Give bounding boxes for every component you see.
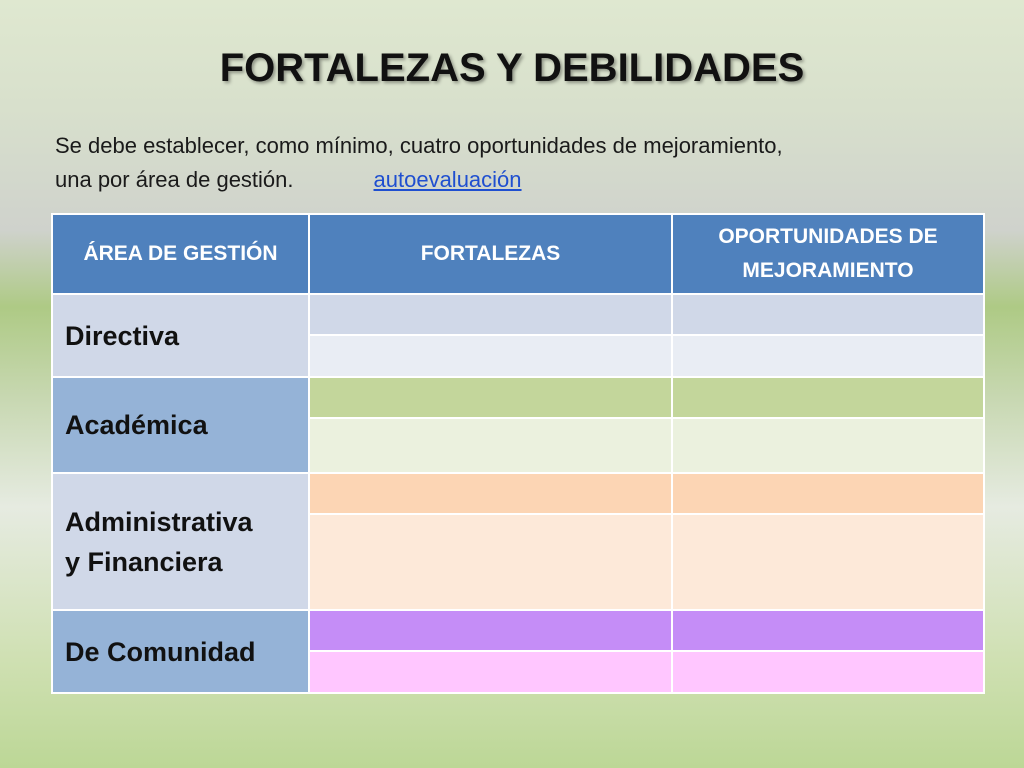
table-row [52, 334, 985, 378]
fortaleza-cell[interactable] [308, 293, 673, 336]
intro-line-2-text: una por área de gestión. [55, 167, 294, 192]
table-row [52, 417, 985, 474]
table-header-row: ÁREA DE GESTIÓN FORTALEZAS OPORTUNIDADES… [51, 213, 985, 295]
header-fortalezas: FORTALEZAS [308, 213, 673, 295]
area-label-line-2: y Financiera [65, 546, 223, 577]
header-area: ÁREA DE GESTIÓN [51, 213, 310, 295]
oportunidad-cell[interactable] [671, 376, 985, 419]
oportunidad-cell[interactable] [671, 293, 985, 336]
area-cell-directiva: Directiva [51, 293, 310, 378]
area-cell-academica: Académica [51, 376, 310, 474]
fortaleza-cell[interactable] [308, 513, 673, 611]
table-row: De Comunidad [51, 609, 985, 694]
table-row: Administrativa y Financiera [51, 472, 985, 611]
areas-table: ÁREA DE GESTIÓN FORTALEZAS OPORTUNIDADES… [51, 213, 985, 694]
oportunidad-cell[interactable] [671, 334, 985, 378]
area-cell-comunidad: De Comunidad [51, 609, 310, 694]
oportunidad-cell[interactable] [671, 650, 985, 694]
fortaleza-cell[interactable] [308, 472, 673, 515]
autoevaluacion-link[interactable]: autoevaluación [373, 167, 522, 192]
fortaleza-cell[interactable] [308, 376, 673, 419]
oportunidad-cell[interactable] [671, 513, 985, 611]
header-oportunidades-text: OPORTUNIDADES DE MEJORAMIENTO [718, 225, 938, 282]
table-row [52, 650, 985, 694]
intro-text: Se debe establecer, como mínimo, cuatro … [55, 129, 975, 197]
oportunidad-cell[interactable] [671, 417, 985, 474]
header-oportunidades: OPORTUNIDADES DE MEJORAMIENTO [671, 213, 985, 295]
oportunidad-cell[interactable] [671, 472, 985, 515]
intro-line-2: una por área de gestión. autoevaluación [55, 163, 975, 197]
table-row [52, 513, 985, 611]
fortaleza-cell[interactable] [308, 334, 673, 378]
oportunidad-cell[interactable] [671, 609, 985, 652]
intro-line-1: Se debe establecer, como mínimo, cuatro … [55, 133, 783, 158]
fortaleza-cell[interactable] [308, 417, 673, 474]
slide-title: FORTALEZAS Y DEBILIDADES [219, 46, 805, 90]
area-cell-administrativa: Administrativa y Financiera [51, 472, 310, 611]
area-label-line-1: Administrativa [65, 506, 253, 537]
table-row: Directiva [51, 293, 985, 378]
fortaleza-cell[interactable] [308, 650, 673, 694]
fortaleza-cell[interactable] [308, 609, 673, 652]
table-row: Académica [51, 376, 985, 474]
